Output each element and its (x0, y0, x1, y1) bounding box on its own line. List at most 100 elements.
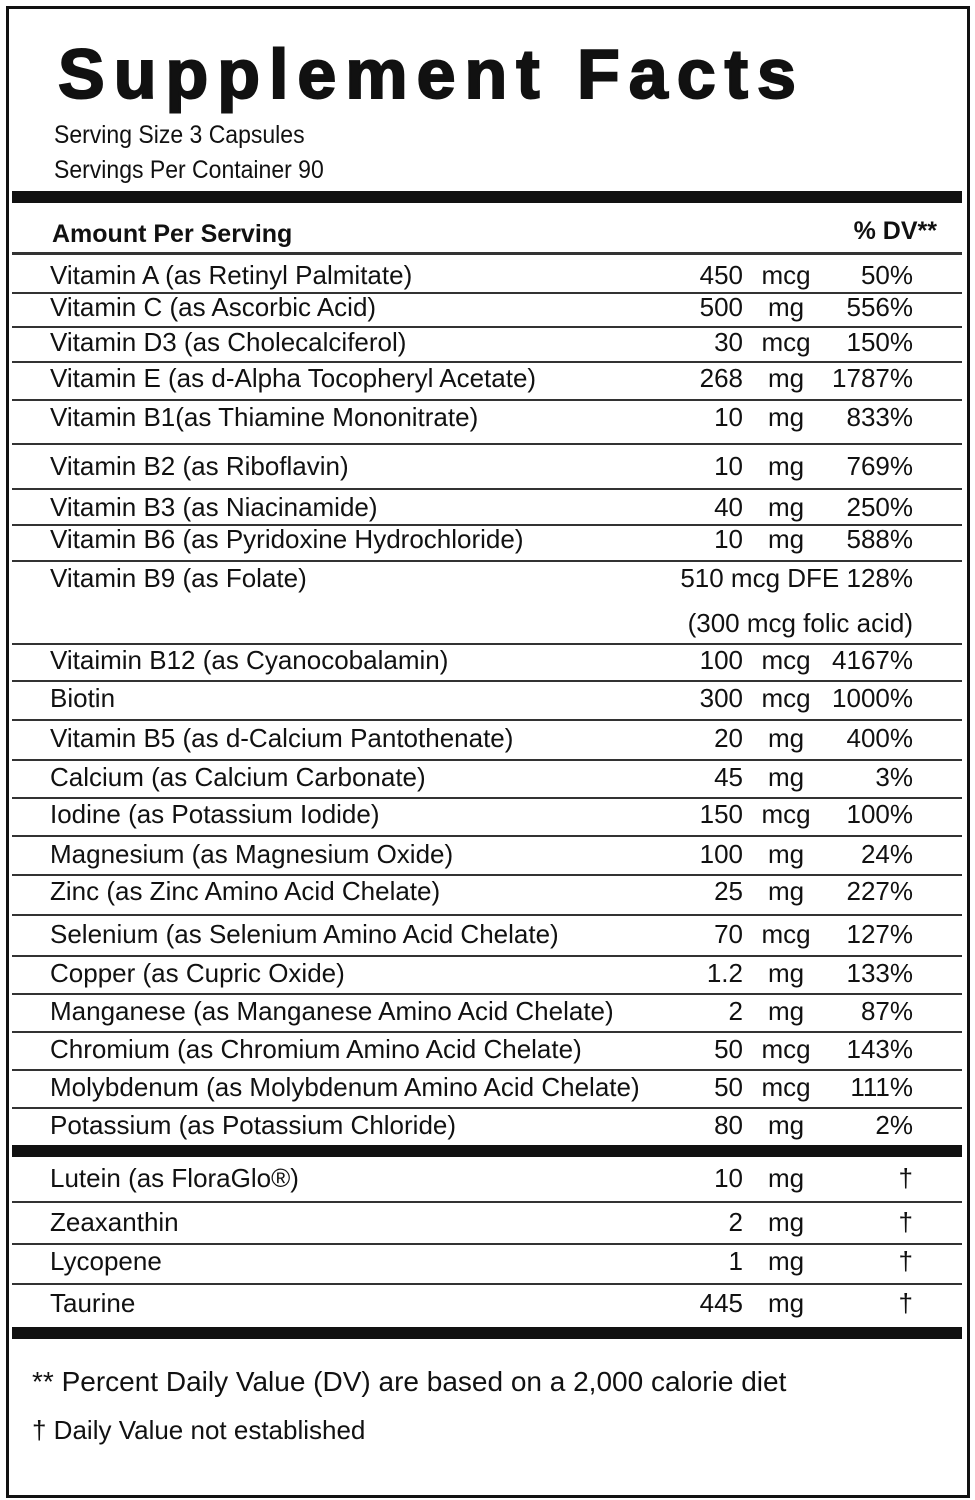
nutrient-amount: 500 (699, 292, 743, 322)
nutrient-dv: 1787% (832, 363, 913, 393)
nutrient-unit: mg (767, 492, 805, 522)
nutrient-name: Chromium (as Chromium Amino Acid Chelate… (50, 1034, 582, 1064)
nutrient-name: Zinc (as Zinc Amino Acid Chelate) (50, 876, 441, 906)
nutrient-unit: mcg (761, 919, 811, 949)
nutrient-name: Vitamin B9 (as Folate) (50, 563, 307, 593)
row-divider (12, 914, 962, 916)
divider-thick (12, 191, 962, 203)
nutrient-dv: 3% (875, 762, 913, 792)
nutrient-dv: 400% (846, 723, 914, 753)
nutrient-dv: 833% (846, 402, 914, 432)
nutrient-name: Lutein (as FloraGlo®) (50, 1163, 299, 1193)
nutrient-name: Calcium (as Calcium Carbonate) (50, 762, 426, 792)
nutrient-dv: † (898, 1246, 913, 1276)
nutrient-name: Iodine (as Potassium Iodide) (50, 799, 380, 829)
nutrient-unit: mcg (761, 1072, 811, 1102)
footnote-dagger: † Daily Value not established (32, 1415, 366, 1445)
row-divider (12, 488, 962, 490)
row-divider (12, 399, 962, 401)
nutrient-amount: 20 (714, 723, 743, 753)
nutrient-amount: 300 (699, 683, 743, 713)
row-divider (12, 759, 962, 761)
nutrient-name: Vitamin B1(as Thiamine Mononitrate) (50, 402, 479, 432)
nutrient-amount: 70 (714, 919, 743, 949)
supplement-facts-panel (6, 6, 970, 1498)
nutrient-name: Vitamin B6 (as Pyridoxine Hydrochloride) (50, 524, 524, 554)
nutrient-name: Vitamin A (as Retinyl Palmitate) (50, 260, 413, 290)
nutrient-name: Zeaxanthin (50, 1207, 179, 1237)
nutrient-note: (300 mcg folic acid) (687, 608, 913, 638)
nutrient-unit: mcg (761, 260, 811, 290)
nutrient-dv: 143% (846, 1034, 914, 1064)
row-divider (12, 643, 962, 645)
nutrient-amount: 25 (714, 876, 743, 906)
row-divider (12, 719, 962, 721)
amount-per-serving-label: Amount Per Serving (52, 220, 293, 248)
nutrient-amount: 50 (714, 1034, 743, 1064)
row-divider (12, 680, 962, 682)
serving-size: Serving Size 3 Capsules (54, 121, 305, 149)
nutrient-name: Vitamin B5 (as d-Calcium Pantothenate) (50, 723, 514, 753)
nutrient-dv: 2% (875, 1110, 913, 1140)
nutrient-unit: mg (767, 723, 805, 753)
row-divider (12, 1283, 962, 1285)
nutrient-dv: 1000% (832, 683, 913, 713)
nutrient-unit: mg (767, 1288, 805, 1318)
nutrient-unit: mg (767, 876, 805, 906)
nutrient-unit: mg (767, 1163, 805, 1193)
nutrient-dv: 127% (846, 919, 914, 949)
nutrient-dv: 4167% (832, 645, 913, 675)
row-divider (12, 292, 962, 294)
nutrient-amount-dv: 510 mcg DFE 128% (680, 563, 913, 593)
nutrient-name: Vitaimin B12 (as Cyanocobalamin) (50, 645, 449, 675)
footnote-dv: ** Percent Daily Value (DV) are based on… (32, 1366, 787, 1397)
nutrient-name: Vitamin E (as d-Alpha Tocopheryl Acetate… (50, 363, 537, 393)
row-divider (12, 797, 962, 799)
nutrient-dv: 150% (846, 327, 914, 357)
nutrient-dv: † (898, 1288, 913, 1318)
nutrient-amount: 445 (699, 1288, 743, 1318)
nutrient-unit: mg (767, 762, 805, 792)
nutrient-amount: 40 (714, 492, 743, 522)
nutrient-amount: 2 (728, 996, 743, 1026)
nutrient-dv: 227% (846, 876, 914, 906)
nutrient-name: Vitamin B3 (as Niacinamide) (50, 492, 378, 522)
nutrient-unit: mg (767, 524, 805, 554)
nutrient-name: Vitamin C (as Ascorbic Acid) (50, 292, 377, 322)
row-divider (12, 361, 962, 363)
divider-thick (12, 1327, 962, 1339)
row-divider (12, 326, 962, 328)
nutrient-amount: 45 (714, 762, 743, 792)
nutrient-amount: 1 (728, 1246, 743, 1276)
nutrient-amount: 10 (714, 402, 743, 432)
nutrient-amount: 1.2 (706, 958, 743, 988)
nutrient-dv: 133% (846, 958, 914, 988)
nutrient-dv: † (898, 1207, 913, 1237)
nutrient-amount: 150 (699, 799, 743, 829)
row-divider (12, 1201, 962, 1203)
nutrient-amount: 268 (699, 363, 743, 393)
nutrient-unit: mg (767, 292, 805, 322)
nutrient-name: Taurine (50, 1288, 136, 1318)
nutrient-unit: mcg (761, 645, 811, 675)
nutrient-amount: 80 (714, 1110, 743, 1140)
dv-header: % DV** (853, 217, 937, 245)
nutrient-unit: mg (767, 1110, 805, 1140)
nutrient-unit: mg (767, 451, 805, 481)
row-divider (12, 524, 962, 526)
nutrient-name: Vitamin D3 (as Cholecalciferol) (50, 327, 407, 357)
nutrient-unit: mg (767, 996, 805, 1026)
divider-thick (12, 1145, 962, 1157)
panel-title: Supplement Facts (57, 34, 805, 114)
row-divider (12, 835, 962, 837)
nutrient-dv: 111% (850, 1072, 913, 1102)
nutrient-unit: mg (767, 1207, 805, 1237)
nutrient-name: Molybdenum (as Molybdenum Amino Acid Che… (50, 1072, 640, 1102)
nutrient-name: Biotin (50, 683, 116, 713)
row-divider (12, 1107, 962, 1109)
row-divider (12, 443, 962, 445)
nutrient-amount: 100 (699, 839, 743, 869)
nutrient-amount: 10 (714, 524, 743, 554)
nutrient-unit: mg (767, 839, 805, 869)
nutrient-name: Copper (as Cupric Oxide) (50, 958, 345, 988)
